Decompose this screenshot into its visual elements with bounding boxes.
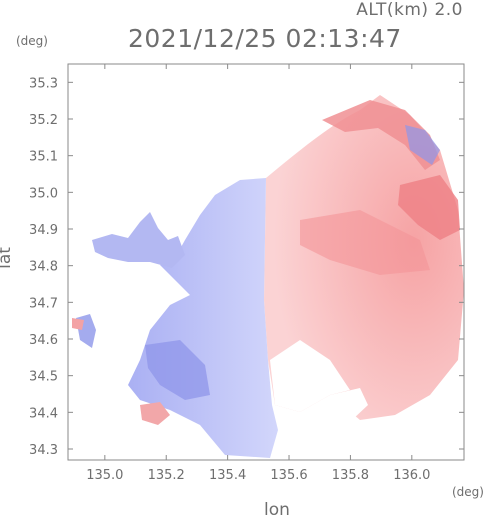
- receding-band-core: [300, 210, 430, 275]
- x-axis-ticks: 135.0 135.2 135.4 135.6 135.8 136.0: [86, 64, 430, 483]
- x-tick-label: 135.6: [270, 468, 307, 483]
- y-tick-label: 34.7: [29, 296, 58, 311]
- y-tick-label: 34.4: [29, 406, 58, 421]
- x-tick-label: 135.4: [209, 468, 246, 483]
- velocity-field: [72, 95, 464, 458]
- x-tick-label: 135.2: [148, 468, 185, 483]
- y-tick-label: 34.8: [29, 260, 58, 275]
- no-echo-hole: [330, 388, 368, 420]
- x-axis-unit: (deg): [452, 485, 484, 499]
- no-echo-gap: [270, 340, 350, 412]
- y-tick-label: 34.6: [29, 333, 58, 348]
- west-echo-small: [76, 314, 96, 348]
- approaching-band-northeast: [405, 125, 440, 165]
- receding-patch-west: [72, 318, 84, 330]
- receding-patch-south: [140, 402, 170, 425]
- y-tick-label: 35.2: [29, 113, 58, 128]
- y-tick-label: 34.9: [29, 223, 58, 238]
- y-tick-label: 34.3: [29, 443, 58, 458]
- x-tick-label: 136.0: [393, 468, 430, 483]
- x-axis-label: lon: [264, 500, 290, 520]
- plot-border: [67, 63, 465, 461]
- y-axis-ticks: 35.3 35.2 35.1 35.0 34.9 34.8 34.7 34.6 34.5 34.4…: [29, 76, 464, 458]
- west-echo-cluster: [92, 212, 185, 268]
- approaching-band-southwest: [145, 340, 210, 400]
- y-axis-unit: (deg): [16, 34, 48, 48]
- y-tick-label: 34.5: [29, 370, 58, 385]
- receding-band-north: [322, 100, 440, 170]
- timestamp-title: 2021/12/25 02:13:47: [128, 24, 402, 53]
- y-tick-label: 35.1: [29, 150, 58, 165]
- y-tick-label: 35.3: [29, 76, 58, 91]
- receding-band-east: [398, 175, 460, 240]
- x-tick-label: 135.8: [332, 468, 369, 483]
- y-tick-label: 35.0: [29, 186, 58, 201]
- altitude-label: ALT(km) 2.0: [356, 0, 463, 20]
- x-tick-label: 135.0: [86, 468, 123, 483]
- plot-frame: [67, 63, 465, 461]
